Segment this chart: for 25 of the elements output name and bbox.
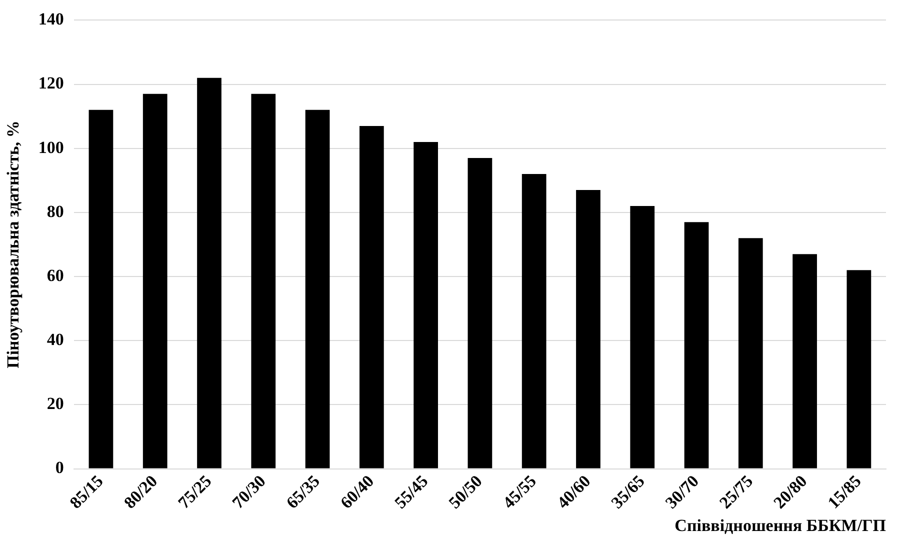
bar (197, 78, 222, 468)
y-tick-label: 120 (38, 74, 64, 93)
y-tick-label: 60 (46, 266, 64, 285)
bar (630, 206, 655, 468)
y-tick-label: 100 (38, 138, 64, 157)
y-axis-title: Піноутворювальна здатність, % (4, 120, 23, 368)
bar (305, 110, 330, 468)
bar (522, 174, 546, 468)
bar (359, 126, 384, 468)
bar (142, 94, 168, 468)
y-tick-label: 40 (46, 330, 64, 350)
bar (792, 254, 817, 468)
bar (251, 94, 276, 468)
y-tick-label: 0 (55, 458, 64, 478)
y-tick-label: 80 (46, 202, 64, 221)
y-tick-label: 20 (46, 394, 64, 414)
bar (414, 142, 438, 468)
bar (576, 190, 600, 468)
bar (468, 158, 492, 468)
bar (88, 110, 114, 468)
y-tick-label: 140 (38, 10, 64, 29)
x-axis-title: Співвідношення ББКМ/ГП (674, 516, 886, 536)
bar (738, 238, 763, 468)
bar (684, 222, 709, 468)
bar (846, 270, 872, 468)
